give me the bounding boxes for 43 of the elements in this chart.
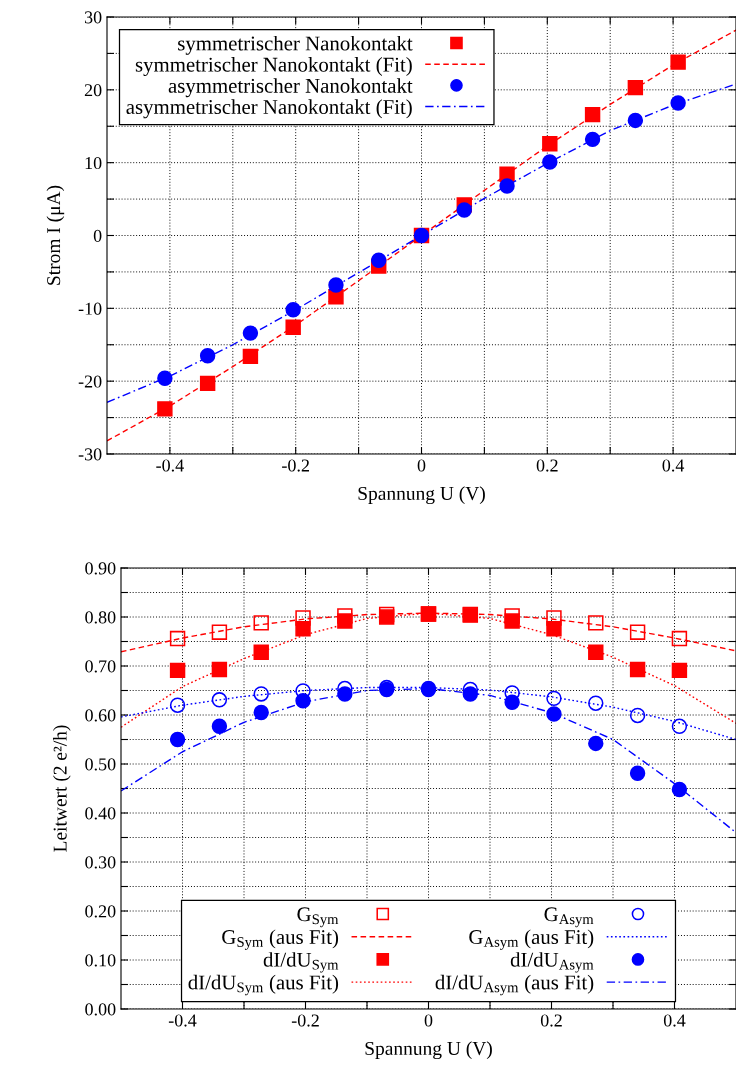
x-tick-label: -0.2 (291, 1014, 319, 1027)
legend-label: asymmetrischer Nanokontakt (Fit) (126, 99, 412, 119)
legend-label: G$_{Asym}$ (aus Fit) (469, 929, 594, 950)
x-axis-title: Spannung U (V) (358, 486, 485, 505)
x-tick-label: 0 (424, 1014, 433, 1027)
y-tick-label: 0.10 (85, 954, 116, 967)
x-tick-label: 0 (417, 459, 426, 472)
y-tick-label: 0.60 (85, 709, 116, 722)
legend-label: G$_{Sym}$ (aus Fit) (222, 929, 339, 950)
y-tick-label: 0.40 (85, 807, 116, 820)
y-tick-label: 0 (93, 229, 102, 242)
y-tick-label: 20 (84, 84, 102, 97)
legend-label: dI/dU$_{Asym}$ (aus Fit) (435, 974, 594, 996)
legend-label: dI/dU$_{Asym}$ (510, 952, 594, 973)
y-tick-label: -30 (78, 448, 102, 461)
y-axis-title: Leitwert (2 e²/h) (53, 725, 71, 852)
y-tick-label: 0.50 (85, 758, 116, 771)
y-tick-label: 0.80 (85, 611, 116, 624)
y-tick-label: 0.90 (85, 562, 116, 575)
y-tick-label: -20 (78, 375, 102, 388)
legend-label: dI/dU$_{Sym}$ (263, 952, 339, 973)
legend-label: G$_{Sym}$ (297, 907, 339, 928)
y-tick-label: 0.30 (85, 856, 116, 869)
y-tick-label: 10 (85, 156, 102, 170)
y-tick-label: 0.70 (85, 660, 116, 673)
y-tick-label: -10 (78, 302, 102, 315)
y-tick-label: 0.20 (85, 905, 116, 918)
x-tick-label: 0.2 (540, 1014, 562, 1027)
x-tick-label: -0.4 (156, 459, 184, 472)
legend-label: symmetrischer Nanokontakt (178, 35, 413, 55)
x-tick-label: 0.4 (663, 1014, 686, 1027)
y-tick-label: 30 (84, 11, 102, 24)
legend-label: asymmetrischer Nanokontakt (168, 78, 413, 98)
x-tick-label: 0.4 (662, 459, 685, 472)
legend-label: symmetrischer Nanokontakt (Fit) (135, 57, 412, 76)
legend-label: G$_{Asym}$ (544, 907, 594, 928)
x-tick-label: -0.4 (168, 1014, 197, 1027)
x-tick-label: -0.2 (282, 459, 309, 472)
y-axis-title: Strom I (μA) (46, 185, 65, 285)
y-tick-label: 0.00 (85, 1003, 116, 1016)
x-axis-title: Spannung U (V) (365, 1041, 492, 1060)
legend-label: dI/dU$_{Sym}$ (aus Fit) (188, 974, 339, 996)
x-tick-label: 0.2 (536, 459, 558, 472)
